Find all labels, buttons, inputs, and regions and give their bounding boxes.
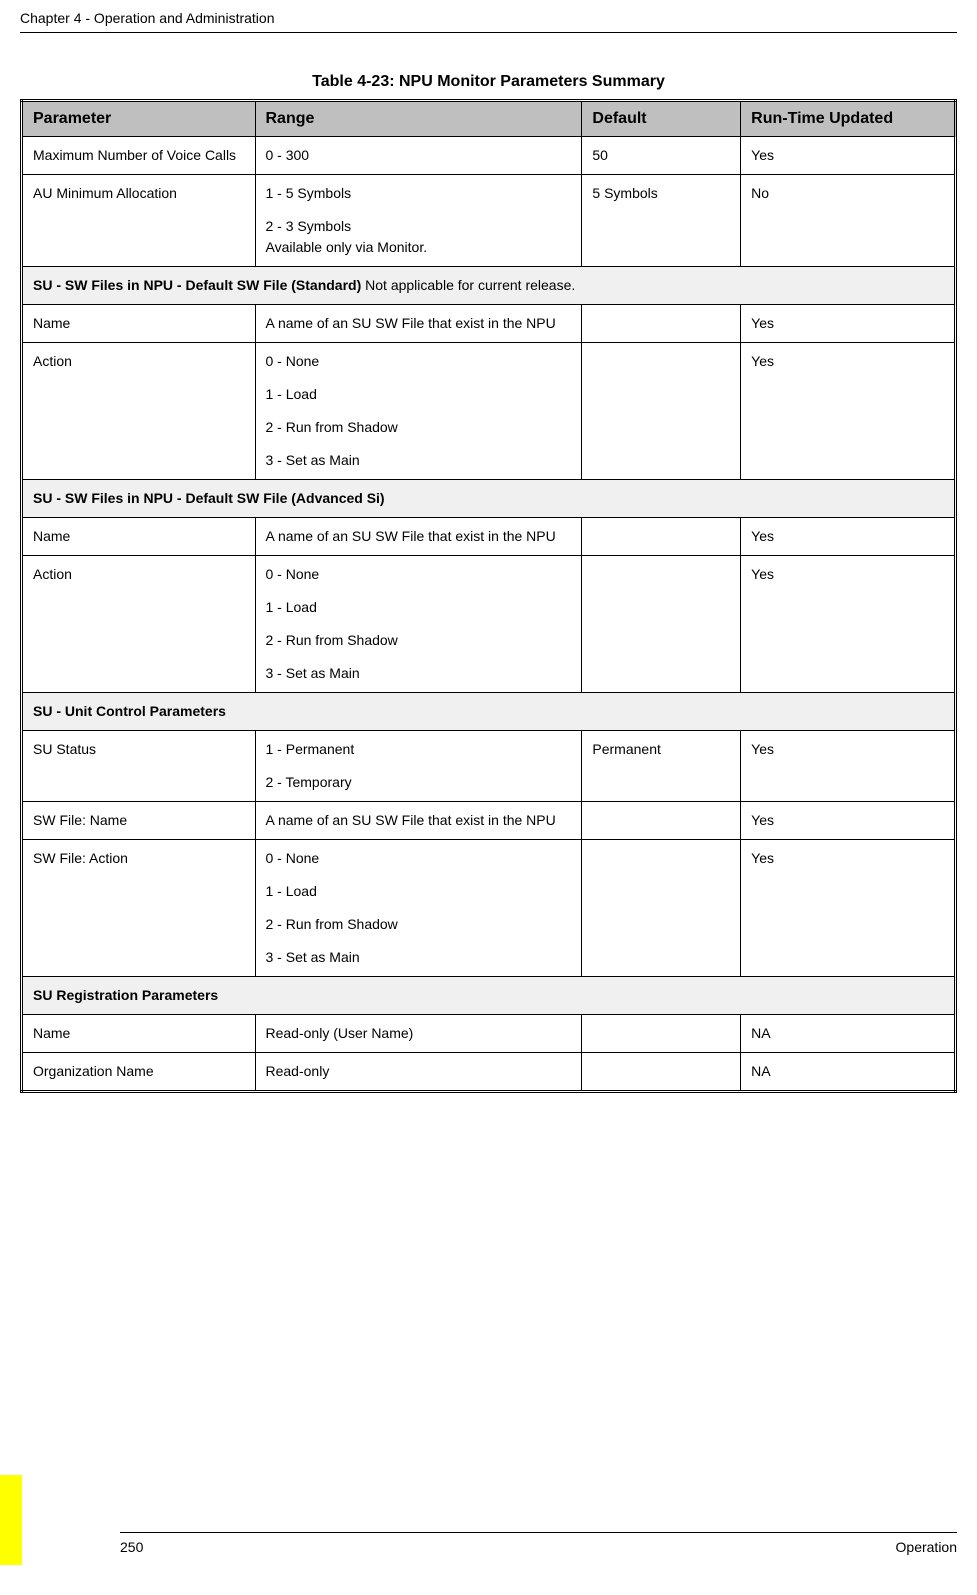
- cell-range: A name of an SU SW File that exist in th…: [255, 802, 582, 840]
- cell-range: Read-only: [255, 1053, 582, 1092]
- cell-runtime: Yes: [741, 802, 956, 840]
- cell-parameter: SU Status: [22, 731, 256, 802]
- chapter-header: Chapter 4 - Operation and Administration: [20, 0, 957, 32]
- cell-runtime: Yes: [741, 518, 956, 556]
- cell-range: Read-only (User Name): [255, 1015, 582, 1053]
- section-cell: SU - Unit Control Parameters: [22, 693, 956, 731]
- cell-parameter: SW File: Action: [22, 840, 256, 977]
- table-header-row: Parameter Range Default Run-Time Updated: [22, 101, 956, 137]
- table-row: SU Status1 - Permanent2 - TemporaryPerma…: [22, 731, 956, 802]
- cell-parameter: Organization Name: [22, 1053, 256, 1092]
- table-caption: Table 4-23: NPU Monitor Parameters Summa…: [20, 73, 957, 91]
- table-row: SU Registration Parameters: [22, 977, 956, 1015]
- cell-range: A name of an SU SW File that exist in th…: [255, 518, 582, 556]
- cell-default: [582, 1015, 741, 1053]
- cell-parameter: Action: [22, 343, 256, 480]
- page-tab-marker: [0, 1475, 22, 1565]
- cell-default: Permanent: [582, 731, 741, 802]
- cell-runtime: Yes: [741, 305, 956, 343]
- section-cell: SU - SW Files in NPU - Default SW File (…: [22, 480, 956, 518]
- cell-range: 1 - 5 Symbols2 - 3 SymbolsAvailable only…: [255, 175, 582, 267]
- section-cell: SU - SW Files in NPU - Default SW File (…: [22, 267, 956, 305]
- cell-runtime: Yes: [741, 343, 956, 480]
- cell-runtime: Yes: [741, 556, 956, 693]
- cell-default: [582, 556, 741, 693]
- cell-parameter: Action: [22, 556, 256, 693]
- cell-parameter: Name: [22, 305, 256, 343]
- cell-default: [582, 802, 741, 840]
- cell-default: [582, 840, 741, 977]
- cell-runtime: NA: [741, 1015, 956, 1053]
- table-row: SW File: NameA name of an SU SW File tha…: [22, 802, 956, 840]
- table-row: Organization NameRead-only NA: [22, 1053, 956, 1092]
- cell-runtime: Yes: [741, 137, 956, 175]
- cell-default: 5 Symbols: [582, 175, 741, 267]
- cell-parameter: Maximum Number of Voice Calls: [22, 137, 256, 175]
- cell-default: [582, 305, 741, 343]
- parameters-table: Parameter Range Default Run-Time Updated…: [20, 99, 957, 1093]
- page-number: 250: [120, 1539, 143, 1555]
- table-row: NameA name of an SU SW File that exist i…: [22, 305, 956, 343]
- cell-default: [582, 1053, 741, 1092]
- cell-default: 50: [582, 137, 741, 175]
- table-row: SU - SW Files in NPU - Default SW File (…: [22, 480, 956, 518]
- header-range: Range: [255, 101, 582, 137]
- cell-default: [582, 518, 741, 556]
- page-footer: 250 Operation: [120, 1532, 957, 1555]
- section-cell: SU Registration Parameters: [22, 977, 956, 1015]
- cell-default: [582, 343, 741, 480]
- table-row: NameA name of an SU SW File that exist i…: [22, 518, 956, 556]
- cell-range: 1 - Permanent2 - Temporary: [255, 731, 582, 802]
- header-parameter: Parameter: [22, 101, 256, 137]
- cell-runtime: No: [741, 175, 956, 267]
- table-row: Action0 - None1 - Load2 - Run from Shado…: [22, 343, 956, 480]
- cell-runtime: Yes: [741, 731, 956, 802]
- cell-range: 0 - None1 - Load2 - Run from Shadow3 - S…: [255, 343, 582, 480]
- cell-runtime: Yes: [741, 840, 956, 977]
- cell-parameter: Name: [22, 1015, 256, 1053]
- cell-range: A name of an SU SW File that exist in th…: [255, 305, 582, 343]
- footer-divider: [120, 1532, 957, 1533]
- header-default: Default: [582, 101, 741, 137]
- table-row: AU Minimum Allocation1 - 5 Symbols2 - 3 …: [22, 175, 956, 267]
- header-runtime: Run-Time Updated: [741, 101, 956, 137]
- table-row: Action0 - None1 - Load2 - Run from Shado…: [22, 556, 956, 693]
- header-divider: [20, 32, 957, 33]
- cell-parameter: Name: [22, 518, 256, 556]
- footer-section: Operation: [896, 1539, 957, 1555]
- table-row: Maximum Number of Voice Calls0 - 30050Ye…: [22, 137, 956, 175]
- cell-range: 0 - 300: [255, 137, 582, 175]
- cell-range: 0 - None1 - Load2 - Run from Shadow3 - S…: [255, 556, 582, 693]
- table-row: SW File: Action0 - None1 - Load2 - Run f…: [22, 840, 956, 977]
- cell-runtime: NA: [741, 1053, 956, 1092]
- cell-parameter: SW File: Name: [22, 802, 256, 840]
- cell-parameter: AU Minimum Allocation: [22, 175, 256, 267]
- table-row: SU - SW Files in NPU - Default SW File (…: [22, 267, 956, 305]
- table-row: NameRead-only (User Name) NA: [22, 1015, 956, 1053]
- cell-range: 0 - None1 - Load2 - Run from Shadow3 - S…: [255, 840, 582, 977]
- table-row: SU - Unit Control Parameters: [22, 693, 956, 731]
